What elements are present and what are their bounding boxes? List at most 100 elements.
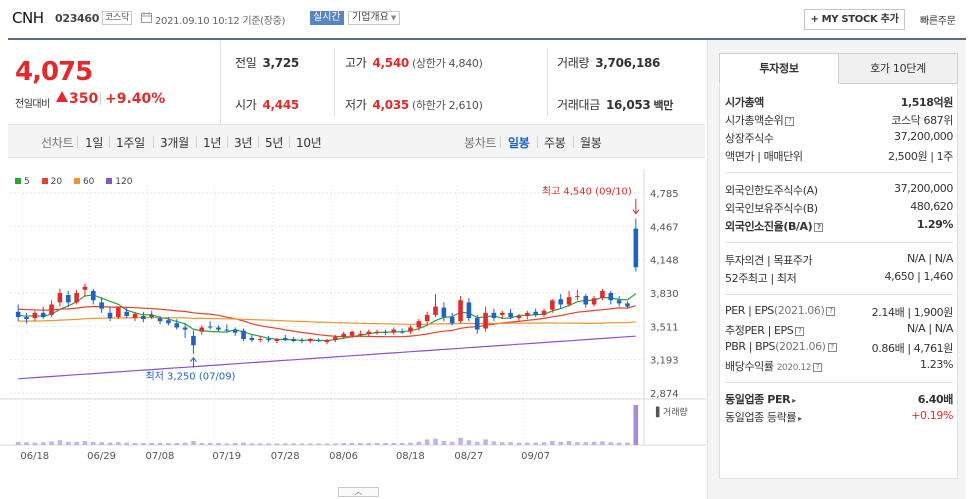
volume-bar bbox=[266, 443, 271, 445]
tab-1day[interactable]: 1일 bbox=[85, 136, 104, 150]
candle-body bbox=[32, 312, 38, 319]
add-my-stock-label: MY STOCK 추가 bbox=[821, 14, 899, 25]
y-tick-label: 4,148 bbox=[650, 256, 679, 267]
legend-swatch bbox=[73, 178, 80, 184]
tab-1week[interactable]: 1주일 bbox=[116, 136, 145, 150]
x-tick-label: 06/18 bbox=[20, 451, 49, 462]
volume-bar bbox=[516, 442, 522, 445]
candle-body bbox=[82, 286, 88, 290]
add-my-stock-button[interactable]: + MY STOCK 추가 bbox=[804, 9, 905, 30]
price-chart[interactable]: 4,785 4,467 4,148 3,830 3,511 3,193 2,874 06/18… bbox=[0, 159, 706, 489]
est-per-label: 추정PER | EPS bbox=[725, 324, 794, 337]
change-value: 350 bbox=[69, 91, 99, 107]
low-arrow-icon bbox=[190, 356, 197, 368]
ma120-line bbox=[18, 335, 636, 380]
volume-bar bbox=[132, 443, 138, 445]
high-label: 고가 bbox=[345, 56, 367, 70]
tab-separator bbox=[109, 136, 110, 148]
volume-bar bbox=[449, 441, 455, 445]
candle-body bbox=[433, 306, 438, 315]
help-icon[interactable]: ? bbox=[795, 327, 805, 336]
volume-bar bbox=[558, 441, 564, 445]
moving-average-legend: 5 20 60 120 bbox=[15, 177, 141, 187]
candle-body bbox=[516, 315, 522, 319]
volume-label: 거래량 bbox=[557, 56, 590, 70]
tab-3months[interactable]: 3개월 bbox=[160, 136, 189, 150]
x-tick-label: 07/08 bbox=[146, 451, 175, 462]
tab-3years[interactable]: 3년 bbox=[234, 136, 253, 150]
info-row-sector-per[interactable]: 동일업종 PER ▸ 6.40배 bbox=[725, 389, 953, 407]
help-icon[interactable]: ? bbox=[814, 223, 824, 232]
realtime-badge[interactable]: 실시간 bbox=[310, 11, 344, 25]
help-icon[interactable]: ? bbox=[827, 343, 837, 352]
info-tabs: 호가 10단계 투자정보 bbox=[719, 53, 958, 84]
tab-5years[interactable]: 5년 bbox=[265, 136, 284, 150]
tab-order-book[interactable]: 호가 10단계 bbox=[838, 53, 958, 84]
volume-cell: 거래량 3,706,186 bbox=[557, 54, 660, 71]
candle-body bbox=[416, 321, 422, 328]
volume-bar bbox=[358, 443, 363, 445]
high-value: 4,540 bbox=[372, 56, 409, 70]
52week-label: 52주최고 | 최저 bbox=[725, 272, 797, 285]
opinion-value: N/A | N/A bbox=[906, 252, 953, 265]
stock-header: CNH 023460 코스닥 2021.09.10 10:12 기준(장중) 실… bbox=[0, 0, 975, 38]
candle-body bbox=[299, 340, 305, 342]
candle-body bbox=[391, 329, 397, 333]
candle-body bbox=[341, 333, 346, 337]
foreign-ratio-value: 1.29% bbox=[916, 218, 954, 231]
upper-limit: (상한가 4,840) bbox=[411, 57, 483, 70]
volume-bar bbox=[182, 442, 188, 445]
est-per-value: N/A | N/A bbox=[906, 322, 953, 335]
volume-bar bbox=[24, 442, 29, 445]
candle-body bbox=[232, 329, 238, 333]
help-icon[interactable]: ? bbox=[813, 363, 823, 372]
volume-bar bbox=[483, 439, 488, 445]
tab-10years[interactable]: 10년 bbox=[296, 136, 322, 150]
volume-bar bbox=[291, 443, 296, 445]
change-label: 전일대비 bbox=[15, 99, 50, 110]
volume-bar bbox=[90, 441, 96, 445]
candle-body bbox=[99, 302, 104, 309]
legend-ma5-label: 5 bbox=[24, 177, 30, 187]
tab-weekly[interactable]: 주봉 bbox=[544, 136, 566, 150]
candle-body bbox=[324, 340, 330, 343]
quote-divider bbox=[547, 48, 548, 116]
volume-bar bbox=[257, 443, 263, 445]
help-icon[interactable]: ? bbox=[826, 307, 836, 316]
chart-collapse-button[interactable]: ︿ bbox=[338, 487, 379, 497]
amount-label: 거래대금 bbox=[557, 98, 600, 112]
tab-investment-info[interactable]: 투자정보 bbox=[719, 53, 839, 84]
legend-ma60-label: 60 bbox=[82, 177, 95, 187]
info-row-sector-rate[interactable]: 동일업종 등락률 ▸ +0.19% bbox=[725, 407, 953, 425]
candle-body bbox=[166, 320, 171, 324]
quote-datetime: 2021.09.10 10:12 기준(장중) bbox=[155, 16, 286, 27]
volume-bar bbox=[316, 443, 321, 445]
legend-ma20: 20 bbox=[41, 177, 62, 187]
candle-body bbox=[40, 312, 46, 318]
quick-order-link[interactable]: 빠른주문 bbox=[920, 16, 956, 27]
tab-1year[interactable]: 1년 bbox=[203, 136, 222, 150]
volume-bar bbox=[633, 405, 639, 445]
volume-bar bbox=[391, 443, 397, 445]
low-annotation: 최저 3,250 (07/09) bbox=[145, 371, 235, 383]
volume-bar bbox=[199, 443, 205, 445]
tab-monthly[interactable]: 월봉 bbox=[580, 136, 602, 150]
section-divider bbox=[725, 172, 953, 173]
legend-ma5: 5 bbox=[15, 177, 30, 187]
volume-bar bbox=[124, 442, 129, 445]
candle-body bbox=[408, 327, 413, 332]
legend-swatch bbox=[41, 178, 48, 184]
tab-daily[interactable]: 일봉 bbox=[508, 136, 530, 150]
volume-bar bbox=[99, 442, 104, 445]
candle-body bbox=[107, 312, 113, 319]
x-tick-label: 06/29 bbox=[87, 451, 116, 462]
y-tick-label: 3,830 bbox=[650, 289, 679, 300]
help-icon[interactable]: ? bbox=[785, 117, 795, 126]
company-info-dropdown[interactable]: 기업개요 ▼ bbox=[348, 11, 401, 25]
candle-body bbox=[383, 331, 388, 333]
candle-body bbox=[508, 312, 513, 318]
face-value: 2,500원 | 1주 bbox=[887, 150, 953, 163]
candle-body bbox=[15, 311, 21, 318]
x-tick-label: 08/06 bbox=[329, 451, 358, 462]
open-cell: 시가 4,445 bbox=[235, 96, 299, 113]
